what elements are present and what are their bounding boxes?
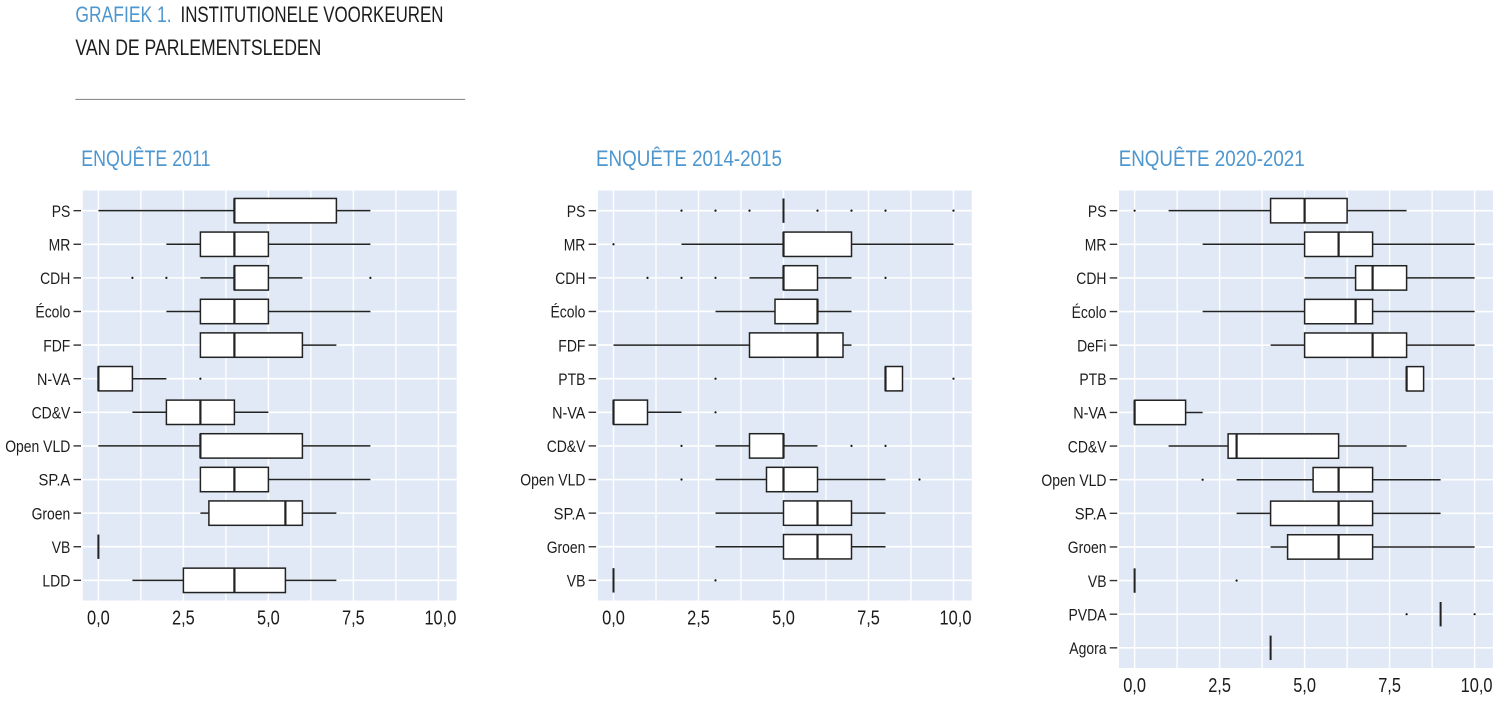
svg-text:0,0: 0,0 bbox=[602, 608, 625, 630]
svg-text:FDF: FDF bbox=[558, 336, 585, 355]
svg-text:2,5: 2,5 bbox=[687, 608, 710, 630]
svg-text:FDF: FDF bbox=[43, 336, 70, 355]
svg-text:GRAFIEK 1.: GRAFIEK 1. bbox=[75, 2, 171, 27]
svg-text:0,0: 0,0 bbox=[87, 608, 110, 630]
svg-text:VB: VB bbox=[52, 538, 71, 557]
svg-text:CDH: CDH bbox=[555, 269, 585, 288]
svg-text:SP.A: SP.A bbox=[39, 471, 71, 490]
svg-text:7,5: 7,5 bbox=[1378, 675, 1401, 697]
svg-text:N-VA: N-VA bbox=[37, 370, 71, 389]
svg-text:5,0: 5,0 bbox=[772, 608, 795, 630]
svg-text:ENQUÊTE 2011: ENQUÊTE 2011 bbox=[81, 146, 210, 171]
svg-text:VB: VB bbox=[1088, 572, 1107, 591]
svg-text:7,5: 7,5 bbox=[342, 608, 365, 630]
svg-text:7,5: 7,5 bbox=[857, 608, 880, 630]
svg-text:Groen: Groen bbox=[1068, 538, 1107, 557]
svg-text:CD&V: CD&V bbox=[547, 437, 586, 456]
svg-text:0,0: 0,0 bbox=[1123, 675, 1146, 697]
svg-text:Open VLD: Open VLD bbox=[520, 471, 585, 490]
svg-text:PS: PS bbox=[1088, 202, 1107, 221]
svg-text:SP.A: SP.A bbox=[1075, 505, 1107, 524]
svg-text:Écolo: Écolo bbox=[551, 303, 586, 322]
svg-text:PS: PS bbox=[567, 202, 586, 221]
svg-text:N-VA: N-VA bbox=[552, 404, 586, 423]
svg-text:Groen: Groen bbox=[547, 538, 586, 557]
svg-text:10,0: 10,0 bbox=[1461, 675, 1493, 697]
svg-text:VAN DE PARLEMENTSLEDEN: VAN DE PARLEMENTSLEDEN bbox=[75, 35, 321, 60]
svg-text:5,0: 5,0 bbox=[257, 608, 280, 630]
svg-text:INSTITUTIONELE VOORKEUREN: INSTITUTIONELE VOORKEUREN bbox=[181, 2, 444, 27]
svg-text:10,0: 10,0 bbox=[424, 608, 456, 630]
svg-text:CD&V: CD&V bbox=[32, 404, 71, 423]
svg-text:Groen: Groen bbox=[32, 504, 71, 523]
svg-text:N-VA: N-VA bbox=[1073, 404, 1107, 423]
svg-text:Open VLD: Open VLD bbox=[1041, 471, 1106, 490]
svg-text:2,5: 2,5 bbox=[172, 608, 195, 630]
svg-text:PTB: PTB bbox=[1079, 370, 1106, 389]
svg-text:CDH: CDH bbox=[1076, 269, 1106, 288]
svg-text:ENQUÊTE 2020-2021: ENQUÊTE 2020-2021 bbox=[1119, 146, 1305, 171]
svg-text:MR: MR bbox=[49, 236, 71, 255]
svg-text:5,0: 5,0 bbox=[1293, 675, 1316, 697]
svg-text:2,5: 2,5 bbox=[1208, 675, 1231, 697]
svg-text:Open VLD: Open VLD bbox=[5, 437, 70, 456]
svg-text:PTB: PTB bbox=[558, 370, 585, 389]
svg-text:CDH: CDH bbox=[40, 269, 70, 288]
svg-text:VB: VB bbox=[567, 572, 586, 591]
svg-text:Écolo: Écolo bbox=[35, 303, 70, 322]
svg-text:DeFi: DeFi bbox=[1077, 336, 1106, 355]
svg-text:SP.A: SP.A bbox=[554, 504, 586, 523]
svg-text:PS: PS bbox=[52, 202, 71, 221]
svg-text:MR: MR bbox=[1085, 236, 1107, 255]
svg-text:MR: MR bbox=[564, 236, 586, 255]
svg-text:CD&V: CD&V bbox=[1068, 437, 1107, 456]
svg-text:Agora: Agora bbox=[1069, 639, 1107, 658]
svg-text:Écolo: Écolo bbox=[1072, 303, 1107, 322]
svg-text:PVDA: PVDA bbox=[1069, 605, 1108, 624]
svg-text:ENQUÊTE 2014-2015: ENQUÊTE 2014-2015 bbox=[596, 146, 782, 171]
svg-text:LDD: LDD bbox=[42, 572, 70, 591]
svg-text:10,0: 10,0 bbox=[940, 608, 972, 630]
